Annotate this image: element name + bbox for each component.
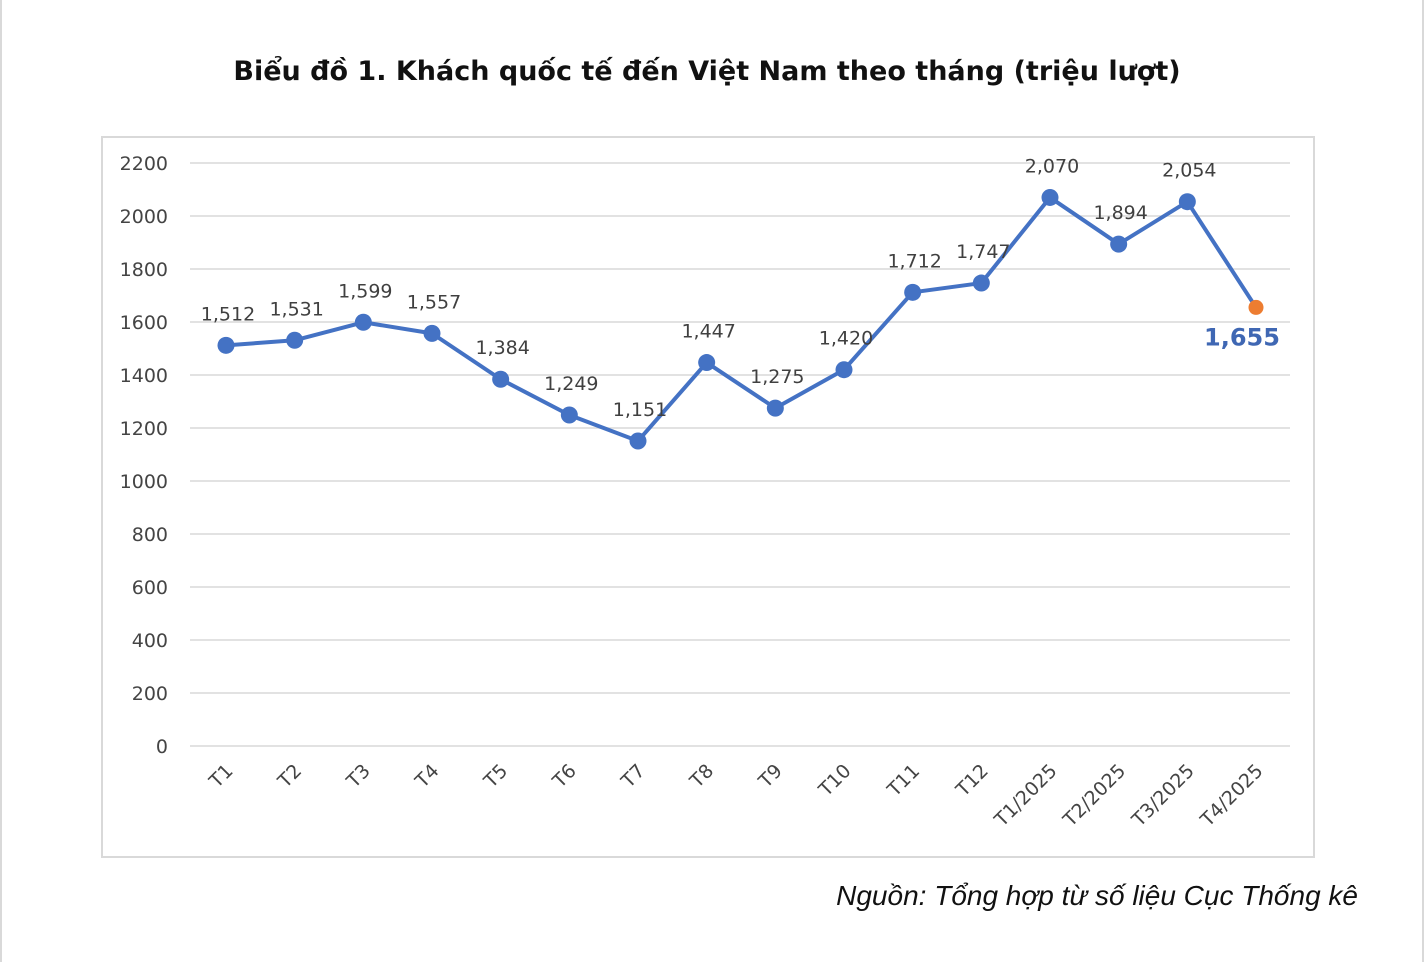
y-tick-label: 200 xyxy=(132,683,168,705)
x-tick-label: T4 xyxy=(411,760,444,793)
y-tick-label: 0 xyxy=(156,736,168,758)
y-tick-label: 400 xyxy=(132,630,168,652)
y-tick-label: 2000 xyxy=(120,206,168,228)
data-point xyxy=(286,331,304,349)
x-tick-label: T5 xyxy=(479,760,512,793)
data-point xyxy=(835,361,853,379)
data-point xyxy=(904,283,922,301)
data-label: 2,054 xyxy=(1162,160,1216,182)
x-tick-label: T2 xyxy=(273,760,306,793)
data-point xyxy=(629,432,647,450)
x-tick-label: T11 xyxy=(883,760,925,802)
source-note: Nguồn: Tổng hợp từ số liệu Cục Thống kê xyxy=(836,880,1358,911)
series-line xyxy=(224,195,1258,443)
x-tick-label: T2/2025 xyxy=(1058,760,1130,832)
x-tick-label: T12 xyxy=(951,760,993,802)
data-label: 1,712 xyxy=(887,250,941,272)
data-label: 1,249 xyxy=(544,373,598,395)
data-point-highlight xyxy=(1248,299,1264,315)
y-tick-label: 1200 xyxy=(120,418,168,440)
data-point xyxy=(1041,188,1059,206)
data-point xyxy=(492,370,510,388)
data-point xyxy=(698,354,716,372)
data-point xyxy=(217,336,235,354)
data-point xyxy=(423,324,441,342)
data-label: 1,599 xyxy=(338,280,392,302)
x-tick-label: T10 xyxy=(814,760,856,802)
y-tick-label: 2200 xyxy=(120,153,168,175)
y-tick-label: 1400 xyxy=(120,365,168,387)
data-label: 1,747 xyxy=(956,241,1010,263)
data-label: 1,894 xyxy=(1093,202,1147,224)
x-tick-label: T6 xyxy=(548,760,581,793)
y-tick-label: 600 xyxy=(132,577,168,599)
data-point xyxy=(354,313,372,331)
x-tick-label: T1/2025 xyxy=(990,760,1062,832)
data-label: 1,384 xyxy=(475,337,529,359)
data-label: 1,557 xyxy=(407,291,461,313)
x-tick-label: T3/2025 xyxy=(1127,760,1199,832)
data-point xyxy=(1178,193,1196,211)
data-point xyxy=(560,406,578,424)
x-tick-label: T1 xyxy=(205,760,238,793)
y-tick-label: 1600 xyxy=(120,312,168,334)
x-tick-label: T9 xyxy=(754,760,787,793)
x-tick-label: T7 xyxy=(617,760,650,793)
data-label: 2,070 xyxy=(1025,155,1079,177)
x-tick-label: T8 xyxy=(685,760,718,793)
x-tick-label: T4/2025 xyxy=(1196,760,1268,832)
data-label: 1,655 xyxy=(1204,323,1280,351)
y-tick-label: 800 xyxy=(132,524,168,546)
data-label: 1,151 xyxy=(613,399,667,421)
data-point xyxy=(1110,235,1128,253)
chart-title: Biểu đồ 1. Khách quốc tế đến Việt Nam th… xyxy=(233,56,1181,87)
data-label: 1,275 xyxy=(750,366,804,388)
y-tick-label: 1800 xyxy=(120,259,168,281)
chart-frame xyxy=(101,136,1315,858)
data-point xyxy=(972,274,990,292)
data-label: 1,531 xyxy=(269,298,323,320)
data-label: 1,447 xyxy=(681,321,735,343)
data-label: 1,420 xyxy=(819,328,873,350)
data-point xyxy=(766,399,784,417)
data-label: 1,512 xyxy=(201,303,255,325)
x-tick-label: T3 xyxy=(342,760,375,793)
y-tick-label: 1000 xyxy=(120,471,168,493)
